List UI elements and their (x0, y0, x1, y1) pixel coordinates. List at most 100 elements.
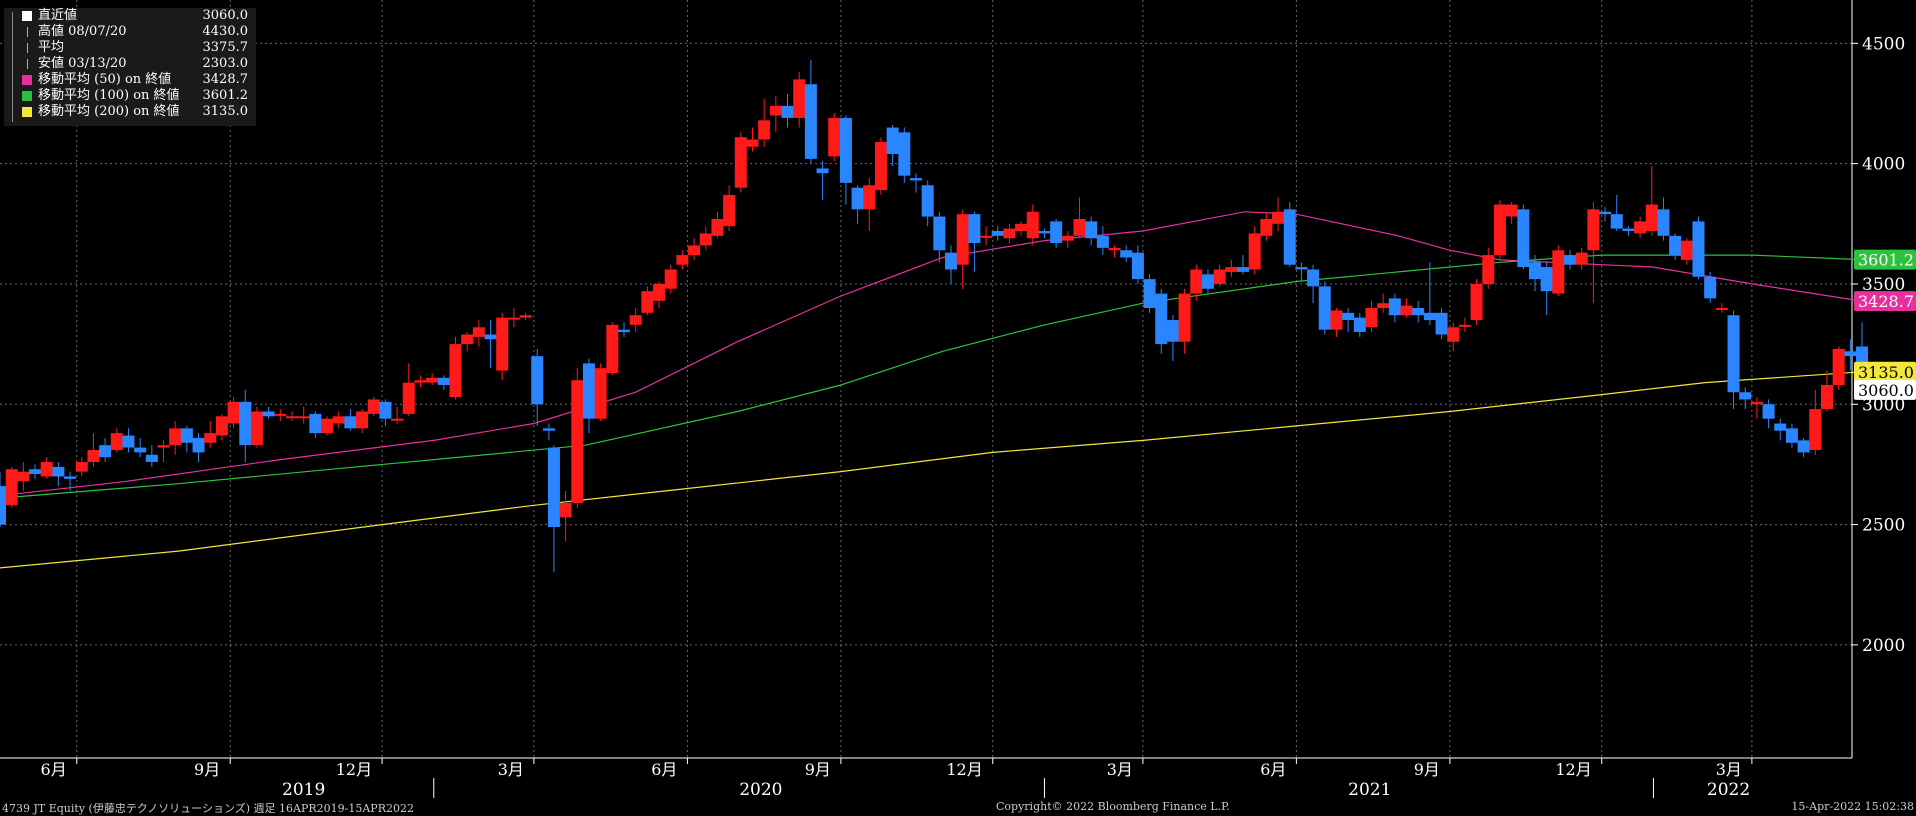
candle-body (542, 428, 555, 431)
candle-body (145, 454, 158, 463)
candle-body (531, 356, 544, 405)
candle-body (0, 486, 6, 525)
x-tick-label: 6月 (41, 760, 67, 779)
candle-body (1038, 231, 1051, 234)
candle-body (816, 168, 829, 174)
candle-body (1003, 228, 1016, 239)
candle-body (559, 502, 572, 518)
candle-body (1797, 440, 1810, 453)
candle-body (968, 214, 981, 244)
y-tick-label: 4500 (1862, 34, 1905, 54)
candle-body (1645, 204, 1658, 232)
candle-body (321, 418, 334, 434)
legend-row: 高値 08/07/20 4430.0 (4, 24, 256, 40)
candle-body (571, 380, 584, 503)
candle-body (204, 433, 217, 443)
x-tick-label: 9月 (805, 760, 831, 779)
candle-body (1026, 211, 1039, 239)
last-value-tag (1854, 249, 1916, 270)
candle-body (664, 269, 677, 289)
legend-label: 平均 (38, 40, 65, 55)
legend-row: 直近値 3060.0 (4, 8, 256, 24)
candle-body (1692, 221, 1705, 277)
legend-swatch-icon (22, 107, 32, 117)
candle-body (1225, 267, 1238, 272)
candle-body (1704, 276, 1717, 299)
y-tick-label: 2500 (1862, 516, 1905, 536)
candle-body (1750, 401, 1763, 405)
candle-body (484, 334, 497, 340)
candle-body (1844, 351, 1857, 357)
candle-body (1307, 269, 1320, 287)
legend-label: 高値 08/07/20 (38, 24, 127, 39)
candle-body (1809, 409, 1822, 450)
candle-body (1166, 320, 1179, 342)
footer-timestamp: 15-Apr-2022 15:02:38 (1791, 800, 1914, 813)
candle-body (1622, 228, 1635, 232)
candle-body (99, 445, 112, 458)
candle-body (1657, 209, 1670, 236)
candle-body (746, 139, 759, 147)
candle-body (1599, 211, 1612, 215)
x-tick-label: 6月 (1260, 760, 1286, 779)
candle-body (1108, 247, 1121, 251)
candle-body (641, 291, 654, 313)
legend-label: 直近値 (38, 8, 78, 23)
x-tick-label: 9月 (1414, 760, 1440, 779)
legend-row: 平均 3375.7 (4, 40, 256, 56)
legend-value: 3428.7 (202, 72, 249, 87)
candle-body (734, 137, 747, 188)
candle-body (134, 447, 147, 453)
candle-body (5, 469, 18, 506)
candle-body (192, 437, 205, 453)
last-value-tag (1854, 379, 1916, 400)
candle-body (1739, 392, 1752, 400)
x-year-label: 2020 (739, 780, 782, 800)
footer-security-info: 4739 JT Equity (伊藤忠テクノソリューションズ) 週足 16APR… (2, 802, 414, 815)
candle-body (1295, 267, 1308, 270)
x-tick-label: 3月 (498, 760, 524, 779)
candle-body (332, 416, 345, 424)
candle-body (688, 245, 701, 256)
legend-label: 移動平均 (50) on 終値 (38, 72, 172, 87)
candle-body (594, 368, 607, 419)
candle-body (1120, 250, 1133, 258)
candle-body (64, 476, 77, 479)
candle-body (1610, 214, 1623, 229)
candle-body (1447, 327, 1460, 342)
candle-body (886, 127, 899, 155)
candle-body (87, 449, 100, 463)
legend-swatch-icon (22, 11, 32, 21)
x-tick-label: 12月 (1555, 760, 1591, 779)
average-marker-icon (27, 43, 28, 53)
candle-body (1564, 255, 1577, 265)
candle-body (1073, 218, 1086, 236)
last-value-label: 3060.0 (1858, 381, 1914, 400)
x-year-label: 2022 (1707, 780, 1750, 800)
candle-body (344, 416, 357, 429)
x-year-label: 2021 (1348, 780, 1391, 800)
legend-label: 安値 03/13/20 (38, 56, 127, 71)
y-tick-label: 2000 (1862, 636, 1905, 656)
candle-body (1248, 233, 1261, 270)
legend-value: 4430.0 (202, 24, 249, 39)
candle-body (1260, 218, 1273, 236)
y-tick-label: 4000 (1862, 155, 1905, 175)
candle-body (1272, 211, 1285, 224)
candle-body (519, 315, 532, 318)
candle-body (839, 117, 852, 183)
candle-body (1634, 221, 1647, 234)
candle-body (426, 377, 439, 383)
candle-body (1365, 308, 1378, 328)
candle-body (169, 428, 182, 446)
candle-body (1552, 250, 1565, 294)
footer-copyright: Copyright© 2022 Bloomberg Finance L.P. (996, 800, 1230, 813)
candle-body (402, 382, 415, 414)
candle-body (285, 416, 298, 419)
candle-body (262, 411, 275, 417)
legend-row: 移動平均 (200) on 終値 3135.0 (4, 104, 256, 120)
candle-body (1283, 209, 1296, 265)
y-tick-label: 3000 (1862, 395, 1905, 415)
candle-body (804, 84, 817, 159)
legend-value: 3375.7 (202, 40, 249, 55)
